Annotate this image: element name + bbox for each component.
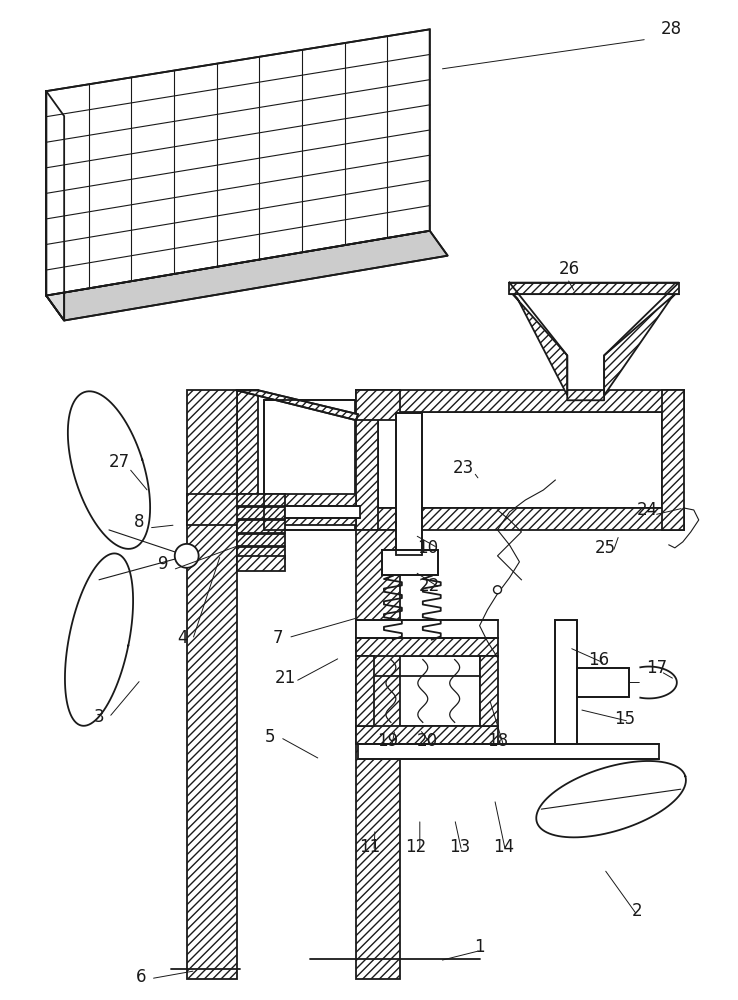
Bar	[286, 506, 360, 518]
Polygon shape	[604, 291, 679, 395]
Text: 9: 9	[157, 555, 168, 573]
Bar	[662, 390, 684, 530]
Text: 25: 25	[595, 539, 615, 557]
Bar	[356, 508, 684, 530]
Bar	[238, 534, 286, 546]
Bar	[356, 726, 497, 744]
Polygon shape	[65, 553, 133, 726]
Bar	[238, 507, 286, 519]
Bar	[356, 390, 378, 530]
Polygon shape	[46, 91, 64, 320]
Text: 8: 8	[134, 513, 144, 531]
Polygon shape	[68, 391, 150, 549]
Text: 14: 14	[493, 838, 514, 856]
Text: 1: 1	[475, 938, 485, 956]
Text: 20: 20	[417, 732, 438, 750]
Text: 26: 26	[559, 260, 580, 278]
Circle shape	[494, 586, 502, 594]
Bar	[356, 620, 497, 638]
Text: 18: 18	[487, 732, 508, 750]
Bar	[238, 556, 286, 571]
Text: 15: 15	[615, 710, 635, 728]
Polygon shape	[537, 761, 686, 837]
Text: 27: 27	[108, 453, 129, 471]
Text: 24: 24	[636, 501, 658, 519]
Polygon shape	[46, 29, 430, 296]
Bar	[378, 412, 662, 508]
Bar	[187, 390, 236, 979]
Text: 2: 2	[632, 902, 642, 920]
Bar	[238, 494, 286, 506]
Bar	[374, 656, 480, 726]
Bar	[356, 390, 684, 412]
Text: 21: 21	[275, 669, 296, 687]
Text: 23: 23	[453, 459, 475, 477]
Text: 12: 12	[405, 838, 427, 856]
Polygon shape	[236, 390, 358, 420]
Bar	[577, 668, 629, 697]
Bar	[480, 656, 497, 726]
Circle shape	[175, 544, 199, 568]
Text: 16: 16	[589, 651, 610, 669]
Bar	[238, 547, 286, 559]
Bar	[555, 620, 577, 744]
Bar	[238, 520, 286, 533]
Text: 7: 7	[273, 629, 283, 647]
Text: 3: 3	[94, 708, 104, 726]
Text: 28: 28	[661, 20, 681, 38]
Text: 11: 11	[359, 838, 381, 856]
Text: 22: 22	[419, 577, 441, 595]
Bar	[382, 550, 438, 575]
Text: 13: 13	[449, 838, 470, 856]
Text: 6: 6	[136, 968, 146, 986]
Bar	[356, 656, 374, 726]
Polygon shape	[46, 231, 448, 320]
Bar	[356, 390, 400, 420]
Polygon shape	[641, 667, 677, 698]
Bar	[396, 413, 422, 555]
Bar	[358, 744, 659, 759]
Polygon shape	[509, 291, 568, 395]
Text: 5: 5	[265, 728, 275, 746]
Text: 17: 17	[646, 659, 667, 677]
Polygon shape	[509, 283, 679, 294]
Text: 10: 10	[417, 539, 438, 557]
Bar	[187, 494, 356, 525]
Bar	[356, 638, 497, 656]
Text: 4: 4	[177, 629, 188, 647]
Bar	[356, 530, 400, 979]
Text: 19: 19	[377, 732, 399, 750]
Bar	[236, 390, 258, 530]
Bar	[264, 400, 355, 530]
